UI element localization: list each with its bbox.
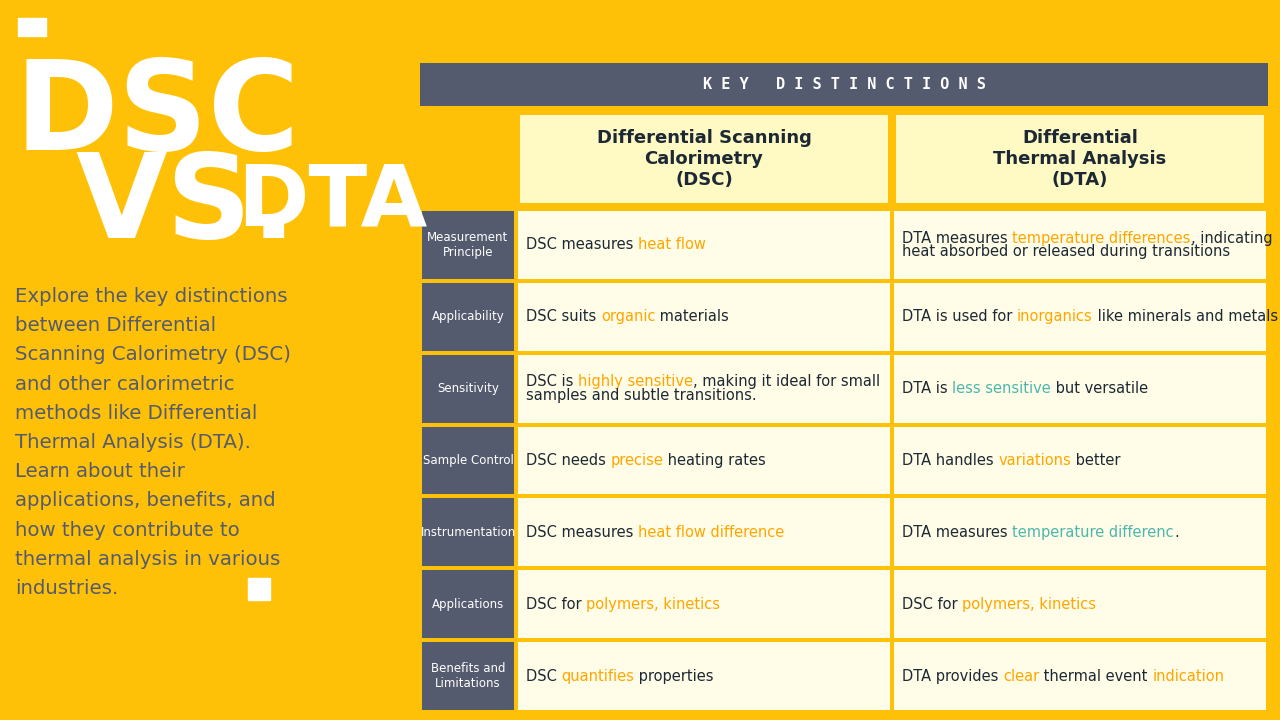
FancyBboxPatch shape xyxy=(518,211,890,279)
Text: DSC: DSC xyxy=(15,55,301,176)
Text: , making it ideal for small: , making it ideal for small xyxy=(692,374,881,390)
Text: DTA provides: DTA provides xyxy=(902,669,1004,683)
FancyBboxPatch shape xyxy=(422,355,515,423)
Text: K E Y   D I S T I N C T I O N S: K E Y D I S T I N C T I O N S xyxy=(703,77,986,92)
FancyBboxPatch shape xyxy=(518,355,890,423)
Bar xyxy=(248,578,270,600)
FancyBboxPatch shape xyxy=(422,283,515,351)
Text: DSC: DSC xyxy=(526,669,562,683)
Text: clear: clear xyxy=(1004,669,1039,683)
FancyBboxPatch shape xyxy=(422,498,515,567)
FancyBboxPatch shape xyxy=(520,115,888,203)
Bar xyxy=(18,18,46,36)
Text: polymers, kinetics: polymers, kinetics xyxy=(963,597,1096,612)
Text: Benefits and
Limitations: Benefits and Limitations xyxy=(431,662,506,690)
Text: DTA is: DTA is xyxy=(902,381,952,396)
FancyBboxPatch shape xyxy=(422,426,515,495)
FancyBboxPatch shape xyxy=(422,642,515,710)
Text: organic: organic xyxy=(600,310,655,324)
Text: DTA handles: DTA handles xyxy=(902,453,998,468)
FancyBboxPatch shape xyxy=(893,355,1266,423)
Text: materials: materials xyxy=(655,310,730,324)
Text: Instrumentation: Instrumentation xyxy=(420,526,516,539)
FancyBboxPatch shape xyxy=(518,498,890,567)
FancyBboxPatch shape xyxy=(422,570,515,638)
Text: properties: properties xyxy=(635,669,714,683)
Text: better: better xyxy=(1071,453,1120,468)
Text: precise: precise xyxy=(611,453,663,468)
Text: DSC for: DSC for xyxy=(902,597,963,612)
Text: Explore the key distinctions
between Differential
Scanning Calorimetry (DSC)
and: Explore the key distinctions between Dif… xyxy=(15,287,291,598)
Text: heating rates: heating rates xyxy=(663,453,767,468)
Text: highly sensitive: highly sensitive xyxy=(579,374,692,390)
Text: heat absorbed or released during transitions: heat absorbed or released during transit… xyxy=(902,244,1230,259)
FancyBboxPatch shape xyxy=(893,570,1266,638)
Text: temperature differenc: temperature differenc xyxy=(1012,525,1174,540)
Text: DSC measures: DSC measures xyxy=(526,525,637,540)
FancyBboxPatch shape xyxy=(893,211,1266,279)
FancyBboxPatch shape xyxy=(896,115,1265,203)
FancyBboxPatch shape xyxy=(422,211,515,279)
FancyBboxPatch shape xyxy=(893,498,1266,567)
Text: DTA measures: DTA measures xyxy=(902,525,1012,540)
Text: Measurement
Principle: Measurement Principle xyxy=(428,231,508,259)
FancyBboxPatch shape xyxy=(420,63,1268,106)
FancyBboxPatch shape xyxy=(518,642,890,710)
Text: polymers, kinetics: polymers, kinetics xyxy=(586,597,721,612)
Text: but versatile: but versatile xyxy=(1051,381,1148,396)
Text: DSC needs: DSC needs xyxy=(526,453,611,468)
FancyBboxPatch shape xyxy=(518,570,890,638)
Text: DSC suits: DSC suits xyxy=(526,310,600,324)
Text: Differential Scanning
Calorimetry
(DSC): Differential Scanning Calorimetry (DSC) xyxy=(596,129,812,189)
Text: quantifies: quantifies xyxy=(562,669,635,683)
Text: like minerals and metals: like minerals and metals xyxy=(1093,310,1277,324)
Text: indication: indication xyxy=(1152,669,1224,683)
Text: less sensitive: less sensitive xyxy=(952,381,1051,396)
Text: VS.: VS. xyxy=(76,148,296,263)
FancyBboxPatch shape xyxy=(893,283,1266,351)
Text: DTA measures: DTA measures xyxy=(902,230,1012,246)
Text: , indicating: , indicating xyxy=(1190,230,1272,246)
Text: DSC is: DSC is xyxy=(526,374,579,390)
FancyBboxPatch shape xyxy=(893,642,1266,710)
Text: Differential
Thermal Analysis
(DTA): Differential Thermal Analysis (DTA) xyxy=(993,129,1166,189)
FancyBboxPatch shape xyxy=(518,426,890,495)
Text: Sensitivity: Sensitivity xyxy=(436,382,499,395)
Text: variations: variations xyxy=(998,453,1071,468)
Text: heat flow: heat flow xyxy=(637,238,705,253)
Text: Sample Control: Sample Control xyxy=(422,454,513,467)
Text: DTA is used for: DTA is used for xyxy=(902,310,1018,324)
Text: temperature differences: temperature differences xyxy=(1012,230,1190,246)
Text: inorganics: inorganics xyxy=(1018,310,1093,324)
FancyBboxPatch shape xyxy=(518,283,890,351)
Text: Applications: Applications xyxy=(431,598,504,611)
FancyBboxPatch shape xyxy=(893,426,1266,495)
Text: thermal event: thermal event xyxy=(1039,669,1152,683)
Text: .: . xyxy=(1174,525,1179,540)
Text: heat flow difference: heat flow difference xyxy=(637,525,785,540)
Text: DSC measures: DSC measures xyxy=(526,238,637,253)
Text: samples and subtle transitions.: samples and subtle transitions. xyxy=(526,388,756,403)
Text: DTA: DTA xyxy=(237,160,428,243)
Text: Applicability: Applicability xyxy=(431,310,504,323)
Text: DSC for: DSC for xyxy=(526,597,586,612)
